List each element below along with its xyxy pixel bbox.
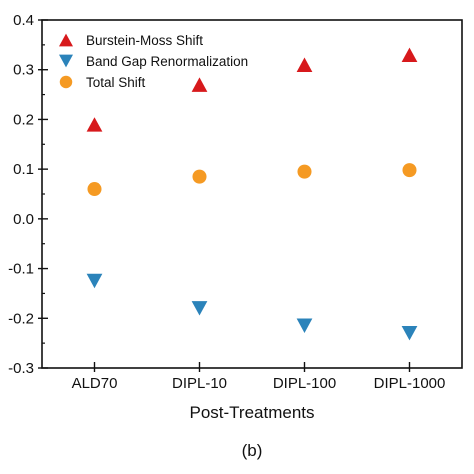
point-series-0-3 (401, 47, 418, 62)
point-series-1-3 (401, 326, 418, 341)
x-tick-label: DIPL-10 (172, 375, 227, 392)
y-tick-label: 0.0 (13, 211, 34, 228)
point-series-0-0 (86, 117, 103, 132)
point-series-1-2 (296, 318, 313, 333)
point-series-2-1 (192, 169, 207, 184)
point-series-0-1 (191, 77, 208, 92)
y-tick-label: 0.3 (13, 62, 34, 79)
y-tick-label: -0.3 (8, 360, 34, 377)
y-tick-label: 0.4 (13, 12, 34, 29)
y-tick-label: 0.1 (13, 161, 34, 178)
point-series-2-0 (87, 182, 102, 197)
legend-marker-2 (59, 75, 73, 89)
x-tick-label: DIPL-100 (273, 375, 336, 392)
legend-label-1: Band Gap Renormalization (86, 54, 248, 69)
legend-label-0: Burstein-Moss Shift (86, 33, 203, 48)
x-axis-label: Post-Treatments (189, 403, 314, 422)
figure-caption: (b) (242, 441, 263, 460)
x-tick-label: ALD70 (72, 375, 118, 392)
y-tick-label: -0.2 (8, 310, 34, 327)
legend-marker-0 (59, 33, 73, 47)
legend-marker-1 (59, 54, 73, 68)
y-tick-label: 0.2 (13, 111, 34, 128)
y-tick-label: -0.1 (8, 261, 34, 278)
y-axis: -0.3 -0.2 -0.1 0.0 0.1 0.2 0.3 0.4 (8, 12, 48, 377)
point-series-1-0 (86, 273, 103, 289)
point-series-1-1 (191, 301, 208, 316)
point-series-0-2 (296, 57, 313, 72)
x-tick-label: DIPL-1000 (374, 375, 446, 392)
legend-label-2: Total Shift (86, 75, 146, 90)
data-points (86, 47, 418, 341)
plot-area (41, 19, 463, 369)
x-axis: ALD70 DIPL-10 DIPL-100 DIPL-1000 (72, 362, 446, 392)
point-series-2-2 (297, 164, 312, 179)
point-series-2-3 (402, 163, 417, 178)
legend: Burstein-Moss Shift Band Gap Renormalizat… (59, 33, 248, 90)
